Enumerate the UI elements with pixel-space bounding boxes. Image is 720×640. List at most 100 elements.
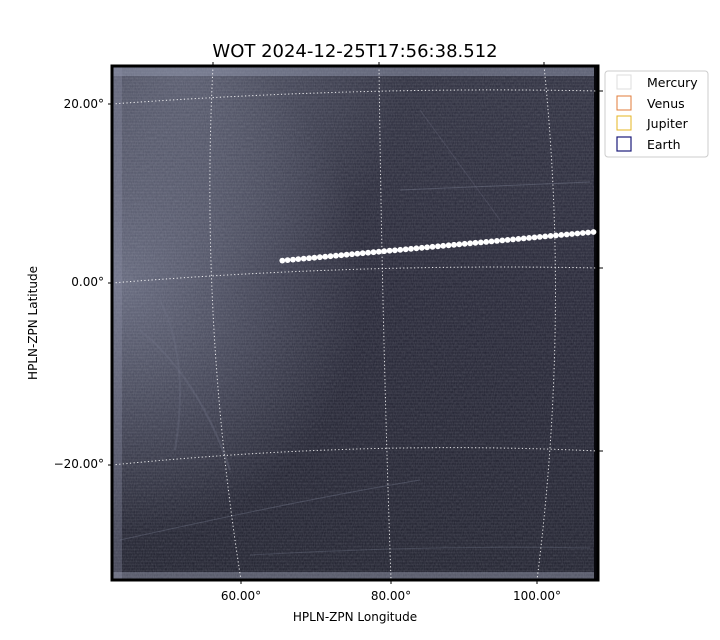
grid-lon-80 [378,66,392,580]
streak-dot [499,237,506,244]
streak-dot [279,257,286,264]
streak-dot [579,230,586,236]
y-axis-label: HPLN-ZPN Latitude [26,266,40,380]
streak-dot [413,245,420,252]
faint-streak [399,181,591,191]
legend: Mercury Venus Jupiter Earth [604,70,709,158]
streak-dot [536,234,543,240]
faint-streak [119,479,421,541]
streak-dot [526,235,532,241]
streak-dot [494,238,500,244]
streak-dot [445,242,452,249]
streak-dot [585,229,591,236]
streak-dot [402,246,409,253]
grid-lat-20 [112,89,598,105]
streak-dot [504,237,511,243]
streak-dot [429,243,436,250]
streak-dot [392,247,398,254]
streak-dot [354,250,361,257]
streak-dot [553,232,559,239]
streak-dot [322,253,329,260]
x-tick-label: 100.00° [513,589,561,603]
image-top-band [112,66,598,76]
streak-dot [381,248,388,255]
y-tick-label: 20.00° [64,97,104,111]
streak-dot [456,241,463,248]
streak-dot [467,240,473,247]
y-tick-label: −20.00° [54,457,104,471]
x-tick-label: 60.00° [221,589,261,603]
legend-swatch [616,136,632,152]
streak-dot [563,231,570,238]
streak-dot [547,233,554,239]
y-tick-label: 0.00° [71,275,104,289]
streak-dot [316,254,323,261]
streak-dot [370,249,377,256]
streak-dot [574,230,581,237]
x-tick-label: 80.00° [371,589,411,603]
streak-dot [306,255,312,262]
faint-streak [159,299,181,451]
legend-entry-earth: Earth [616,136,681,152]
streak-dot [558,232,565,238]
streak-dot [418,244,425,251]
streak-dot [461,240,468,247]
streak-dot [359,250,366,257]
streak-dot [488,238,495,245]
streak-dot [327,253,334,260]
streak-dot [531,234,538,241]
streak-dot [477,239,484,246]
faint-streak [419,109,501,221]
legend-swatch [616,95,632,111]
graticule [112,66,598,580]
legend-label: Venus [647,96,685,111]
x-axis-label: HPLN-ZPN Longitude [293,610,417,624]
streak-dot [590,229,597,235]
image-scanlines [112,66,598,580]
streak-dot [284,257,291,263]
streak-dot [515,236,522,242]
faint-streak [249,546,591,556]
streak-dot [375,248,382,255]
legend-swatch [616,74,632,90]
streak-dot [311,254,318,261]
image-right-edge [594,66,598,580]
chart-title: WOT 2024-12-25T17:56:38.512 [212,41,497,62]
legend-label: Jupiter [646,116,689,131]
streak-dot [472,239,479,246]
grid-lon-100 [536,66,556,580]
image-left-band [112,66,122,580]
image-bottom-band [112,572,598,580]
streak-dot [435,243,441,250]
grid-lon-60 [209,66,242,580]
streak-dot [408,245,414,252]
grid-lat-0 [112,266,598,284]
streak-dot [542,233,549,240]
streak-dot [397,246,404,253]
streak-dot [300,255,307,262]
legend-swatch [616,115,632,131]
legend-entry-mercury: Mercury [616,74,698,90]
streak-dot [483,239,490,245]
streak-dot [343,251,350,258]
plot-frame [110,64,600,582]
legend-box [604,70,709,158]
streak-dot [440,242,447,249]
streak-dot [333,252,339,259]
streak-dot [424,244,430,251]
faint-streak [139,329,231,471]
comet-streak [279,229,597,264]
streak-dot [510,236,516,243]
streak-dot [365,249,371,256]
plot-area [112,66,598,580]
streak-dot [569,231,575,237]
streak-dot [338,252,345,259]
legend-entry-venus: Venus [616,95,685,111]
ticks [108,62,603,584]
legend-label: Mercury [647,75,698,90]
legend-label: Earth [647,137,681,152]
streak-dot [290,256,296,263]
streak-dot [451,241,457,248]
streak-dot [349,251,355,258]
